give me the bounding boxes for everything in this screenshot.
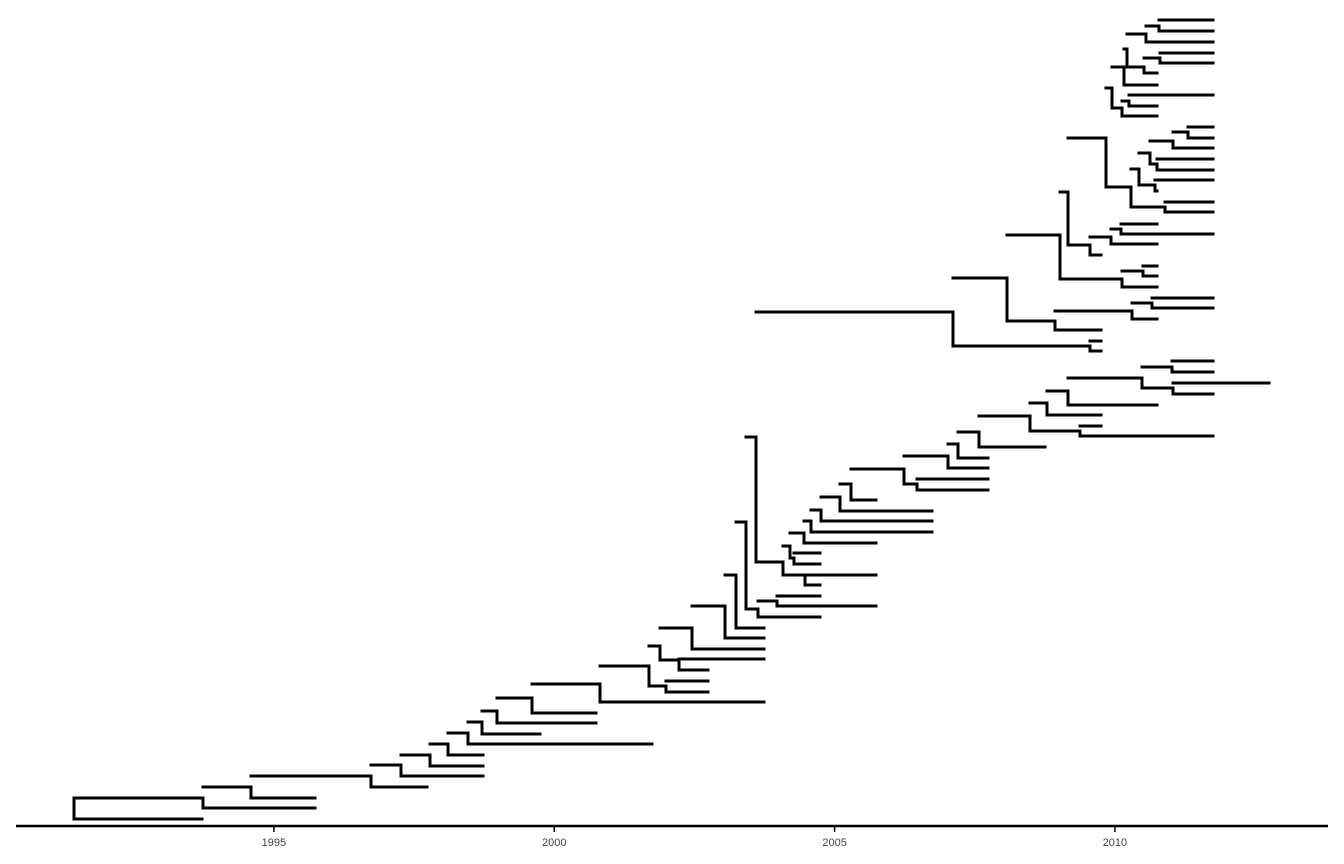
tree-branch xyxy=(802,519,934,534)
tree-branch xyxy=(1058,190,1103,257)
tree-branch xyxy=(819,495,934,513)
tree-branch xyxy=(756,599,878,608)
tree-branch xyxy=(72,796,204,821)
tree-branch xyxy=(1171,130,1215,140)
tree-branch xyxy=(1110,65,1159,87)
tree-branch xyxy=(946,442,990,460)
tree-branch xyxy=(598,664,710,694)
tree-branch xyxy=(1130,301,1215,310)
tree-branch xyxy=(1104,86,1159,118)
tree-branch xyxy=(1140,365,1215,374)
tree-branch xyxy=(446,731,654,746)
tree-branch xyxy=(849,467,990,492)
tree-branch xyxy=(1005,233,1159,289)
tree-branch xyxy=(428,742,485,757)
tree-branch xyxy=(956,430,1047,449)
tree-branches xyxy=(72,18,1271,821)
tree-branch xyxy=(480,709,598,725)
tree-branch xyxy=(734,520,822,619)
tree-branch xyxy=(201,785,317,800)
tree-branch xyxy=(369,763,485,778)
x-axis-tick-label: 2010 xyxy=(1103,837,1127,849)
tree-branch xyxy=(723,573,766,630)
tree-branch xyxy=(788,531,878,545)
tree-branch xyxy=(1066,376,1215,396)
tree-branch xyxy=(951,276,1103,332)
tree-branch xyxy=(902,454,990,470)
tree-branch xyxy=(1066,136,1215,214)
tree-branch xyxy=(1148,139,1215,150)
tree-branch xyxy=(495,696,598,715)
tree-branch xyxy=(977,414,1215,438)
tree-branch xyxy=(658,626,766,651)
tree-branch xyxy=(754,310,1103,353)
tree-branch xyxy=(1129,167,1159,193)
tree-branch xyxy=(530,682,766,704)
tree-branch xyxy=(72,796,317,810)
x-axis-tick-label: 2000 xyxy=(542,837,566,849)
tree-branch xyxy=(249,774,429,789)
time-axis: 1995 2000 2005 2010 xyxy=(16,824,1328,849)
tree-branch xyxy=(1125,32,1215,44)
tree-branch xyxy=(1045,389,1159,407)
tree-branch xyxy=(781,544,822,566)
tree-branch xyxy=(1144,24,1215,33)
tree-branch xyxy=(1053,309,1159,321)
tree-branch xyxy=(1122,47,1159,75)
tree-branch xyxy=(1028,401,1103,417)
tree-branch xyxy=(744,435,758,564)
x-axis-tick-label: 2005 xyxy=(822,837,846,849)
tree-branch xyxy=(1137,151,1215,172)
tree-branch xyxy=(1120,269,1159,278)
tree-branch xyxy=(1088,235,1159,246)
tree-branch xyxy=(690,604,766,640)
tree-branch xyxy=(1109,227,1215,236)
tree-branch xyxy=(647,644,710,672)
tree-branch xyxy=(754,560,822,587)
tree-branch xyxy=(1120,99,1159,108)
tree-branch xyxy=(399,753,485,768)
tree-branch xyxy=(809,508,934,523)
tree-branch xyxy=(838,482,878,502)
x-axis-tick-label: 1995 xyxy=(262,837,286,849)
tree-branch xyxy=(466,720,542,736)
tree-branch xyxy=(1142,56,1215,65)
